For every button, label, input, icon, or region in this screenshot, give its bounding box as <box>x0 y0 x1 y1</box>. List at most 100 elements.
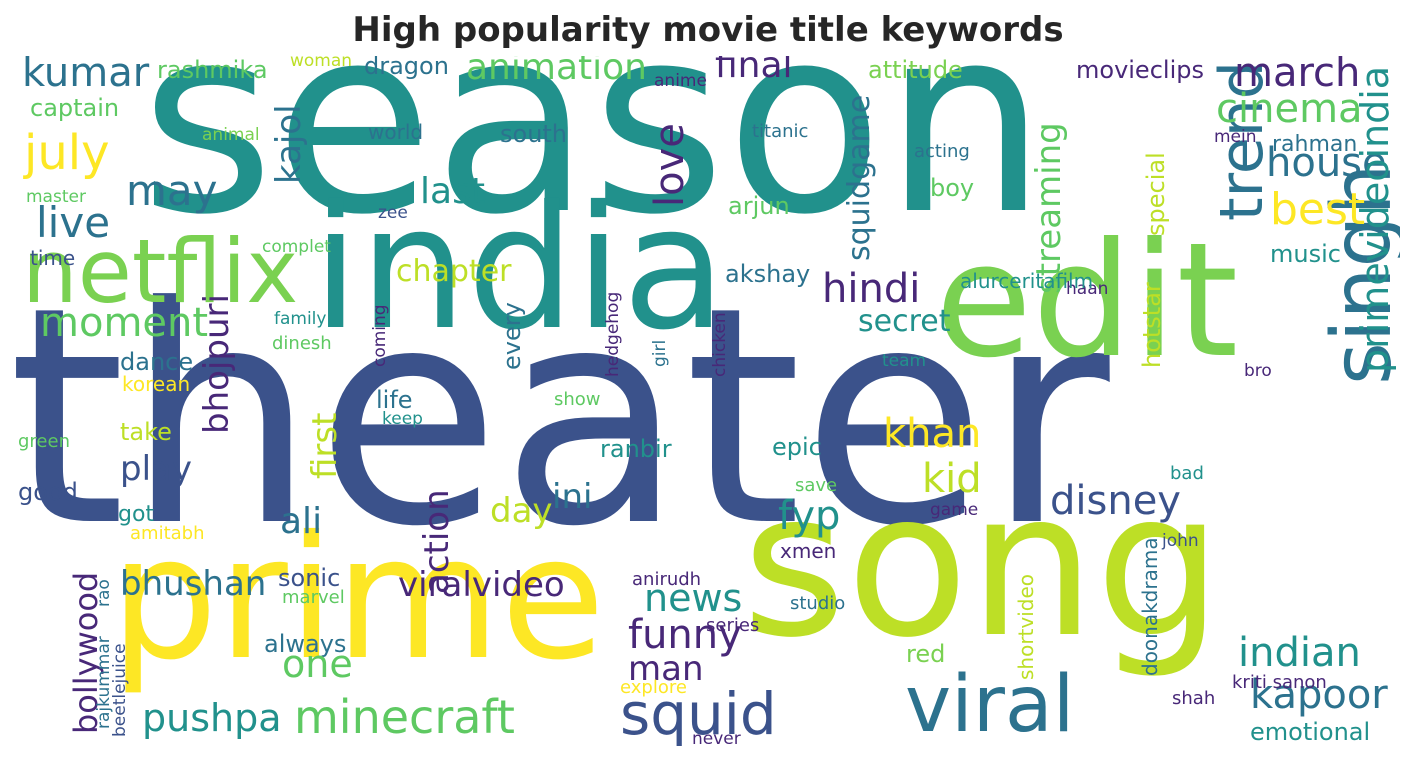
word-complet: complet <box>262 236 331 257</box>
word-cinema: cinema <box>1216 85 1363 132</box>
word-time: time <box>30 246 76 271</box>
word-india: india <box>312 170 727 369</box>
word-captain: captain <box>30 93 120 122</box>
word-primevideoindia: primevideoindia <box>1353 66 1397 374</box>
word-green: green <box>18 430 70 452</box>
word-rahman: rahman <box>1272 132 1358 158</box>
word-titanic: titanic <box>752 120 809 142</box>
word-kapoor: kapoor <box>1250 671 1388 718</box>
word-dance: dance <box>120 347 194 376</box>
word-doonakdrama: doonakdrama <box>1138 537 1162 677</box>
word-world: world <box>368 120 424 145</box>
word-khan: khan <box>883 410 982 457</box>
word-july: july <box>24 125 110 182</box>
word-akshay: akshay <box>725 259 811 288</box>
word-animation: animation <box>466 56 647 88</box>
word-special: special <box>1142 151 1170 236</box>
word-dragon: dragon <box>364 56 449 80</box>
word-red: red <box>906 639 946 668</box>
word-explore: explore <box>620 676 687 698</box>
word-streaming: streaming <box>1029 122 1069 294</box>
word-march: march <box>1234 56 1361 96</box>
word-viralvideo: viralvideo <box>398 564 565 605</box>
word-best: best <box>1270 184 1366 236</box>
word-bad: bad <box>1170 462 1204 484</box>
word-animal: animal <box>202 124 260 145</box>
word-secret: secret <box>858 303 951 339</box>
word-dinesh: dinesh <box>272 332 332 354</box>
chart-title: High popularity movie title keywords <box>352 10 1064 50</box>
word-shah: shah <box>1172 687 1216 709</box>
word-disney: disney <box>1050 477 1181 524</box>
word-prime: prime <box>110 500 606 699</box>
word-hotstar: hotstar <box>1138 281 1166 368</box>
word-anime: anime <box>654 70 707 91</box>
word-got: got <box>118 502 155 528</box>
word-mein: mein <box>1214 126 1257 147</box>
word-xmen: xmen <box>780 539 837 564</box>
word-alurceritafilm: alurceritafilm <box>960 269 1094 294</box>
word-indian: indian <box>1238 629 1361 676</box>
word-live: live <box>36 198 111 248</box>
word-news: news <box>644 576 743 621</box>
word-sonic: sonic <box>278 563 341 592</box>
word-minecraft: minecraft <box>294 689 515 744</box>
word-last: last <box>420 170 485 212</box>
word-kid: kid <box>922 455 982 502</box>
word-man: man <box>628 648 704 689</box>
word-girl: girl <box>650 339 670 367</box>
word-viral: viral <box>905 659 1075 750</box>
word-play: play <box>120 448 192 489</box>
word-one: one <box>282 642 353 687</box>
word-song: song <box>742 449 1223 682</box>
word-every: every <box>498 301 526 370</box>
word-love: love <box>647 122 693 207</box>
word-moment: moment <box>40 299 209 346</box>
word-fyp: fyp <box>778 492 841 539</box>
word-amitabh: amitabh <box>130 522 205 544</box>
word-marvel: marvel <box>282 586 345 608</box>
word-take: take <box>120 417 172 446</box>
word-squid: squid <box>620 679 777 748</box>
word-attitude: attitude <box>868 56 963 84</box>
word-ini: ini <box>552 476 593 517</box>
word-rashmika: rashmika <box>157 56 268 84</box>
word-john: john <box>1162 530 1199 551</box>
word-never: never <box>692 728 741 749</box>
word-epic: epic <box>772 432 822 461</box>
word-music: music <box>1270 239 1341 268</box>
word-funny: funny <box>628 611 742 658</box>
word-chapter: chapter <box>396 253 512 289</box>
word-season: season <box>140 56 1048 271</box>
word-life: life <box>376 385 413 414</box>
word-ali: ali <box>280 500 323 542</box>
word-squidgame: squidgame <box>842 94 877 261</box>
word-korean: korean <box>122 372 191 397</box>
word-bro: bro <box>1244 360 1272 381</box>
word-bhojpuri: bhojpuri <box>197 293 237 434</box>
word-game: game <box>930 499 979 520</box>
word-good: good <box>18 477 78 506</box>
word-boy: boy <box>930 173 975 202</box>
word-netflix: netflix <box>22 220 299 324</box>
word-acting: acting <box>914 140 970 162</box>
word-movieclips: movieclips <box>1076 56 1204 84</box>
word-chicken: chicken <box>710 312 730 377</box>
word-final: final <box>715 56 793 86</box>
word-hedgehog: hedgehog <box>603 291 623 377</box>
word-haan: haan <box>1066 278 1109 299</box>
word-studio: studio <box>790 592 846 614</box>
word-house: house <box>1266 139 1387 186</box>
word-emotional: emotional <box>1250 717 1371 746</box>
word-may: may <box>126 166 218 216</box>
word-rao: rao <box>94 579 114 607</box>
word-series: series <box>706 614 760 636</box>
word-first: first <box>305 412 345 479</box>
word-shortvideo: shortvideo <box>1014 574 1038 681</box>
word-pushpa: pushpa <box>142 696 282 741</box>
word-kajol: kajol <box>269 104 309 184</box>
word-edit: edit <box>935 208 1239 393</box>
word-master: master <box>26 186 86 207</box>
word-arjun: arjun <box>728 191 790 220</box>
word-zee: zee <box>378 202 408 223</box>
